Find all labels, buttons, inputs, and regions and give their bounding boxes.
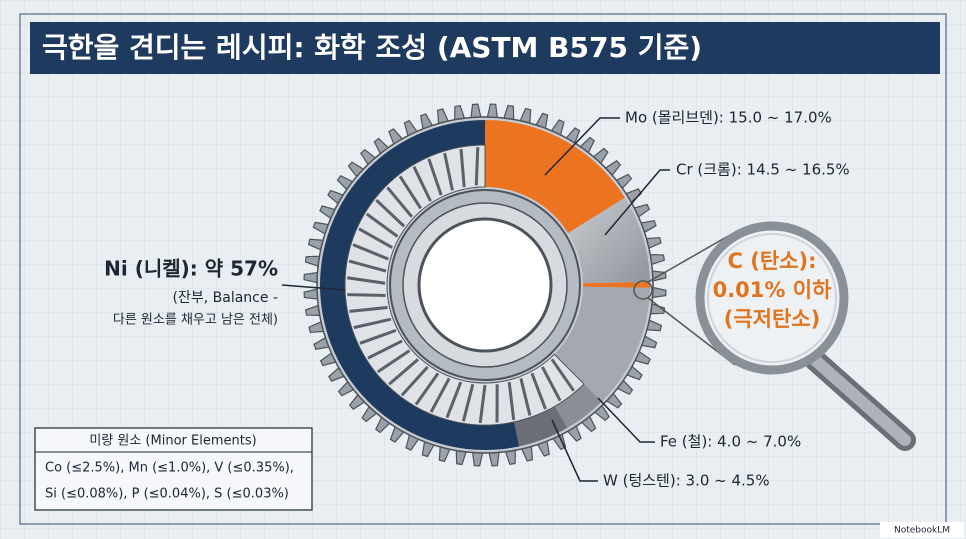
ni-gray-segment [554, 286, 650, 402]
mo-label: Mo (몰리브덴): 15.0 ~ 17.0% [625, 109, 832, 127]
frame [19, 13, 947, 525]
fe-label: Fe (철): 4.0 ~ 7.0% [660, 433, 801, 451]
spoke [541, 366, 562, 402]
leaders [281, 117, 736, 482]
mo-segment [485, 120, 625, 234]
title-bar [30, 22, 940, 74]
spoke [398, 175, 422, 210]
w-label: W (텅스텐): 3.0 ~ 4.5% [603, 472, 770, 490]
spoke [427, 158, 443, 196]
spoke [359, 328, 397, 345]
spoke [519, 378, 532, 416]
watermark: NotebookLM [894, 526, 950, 536]
spoke [445, 381, 463, 419]
spoke [348, 259, 387, 273]
magnifier [695, 221, 916, 451]
spoke [367, 339, 403, 360]
cr-segment [568, 197, 650, 284]
spoke [353, 317, 392, 330]
spoke [550, 358, 575, 392]
spoke [386, 186, 414, 218]
spoke [358, 227, 394, 249]
spoke [376, 349, 411, 374]
gear [303, 103, 667, 467]
spoke [400, 365, 429, 397]
spoke [352, 243, 389, 261]
c-label: C (탄소): [728, 249, 817, 273]
spoke [414, 372, 440, 406]
minor-box [34, 427, 313, 511]
watermark-bg [880, 522, 964, 538]
ni-note: (잔부, Balance - [173, 290, 278, 306]
minor-line: Co (≤2.5%), Mn (≤1.0%), V (≤0.35%), [45, 461, 294, 476]
spoke [461, 383, 475, 422]
minor-title: 미량 원소 (Minor Elements) [89, 434, 256, 449]
cr-label: Cr (크롬): 14.5 ~ 16.5% [676, 161, 850, 179]
c-segment [582, 282, 650, 288]
spoke [474, 147, 480, 186]
minor-line: Si (≤0.08%), P (≤0.04%), S (≤0.03%) [45, 487, 289, 502]
ni-segment [319, 120, 520, 450]
spoke [429, 377, 451, 413]
c-label: 0.01% 이하 [713, 278, 832, 302]
spoke [412, 166, 432, 202]
spoke [347, 293, 386, 297]
c-label: (극저탄소) [724, 307, 820, 331]
ni-note: 다른 원소를 채우고 남은 전체) [113, 313, 278, 328]
spoke [507, 381, 516, 421]
spoke [375, 198, 406, 228]
spoke [459, 148, 466, 188]
spoke [349, 306, 388, 313]
spoke [530, 372, 547, 410]
ni-label: Ni (니켈): 약 57% [104, 257, 278, 281]
spoke [443, 152, 454, 191]
spoke [478, 384, 487, 424]
spoke [346, 276, 386, 285]
title: 극한을 견디는 레시피: 화학 조성 (ASTM B575 기준) [42, 31, 702, 64]
spoke [388, 358, 420, 386]
spoke [365, 212, 399, 238]
hub-hole [417, 217, 553, 353]
